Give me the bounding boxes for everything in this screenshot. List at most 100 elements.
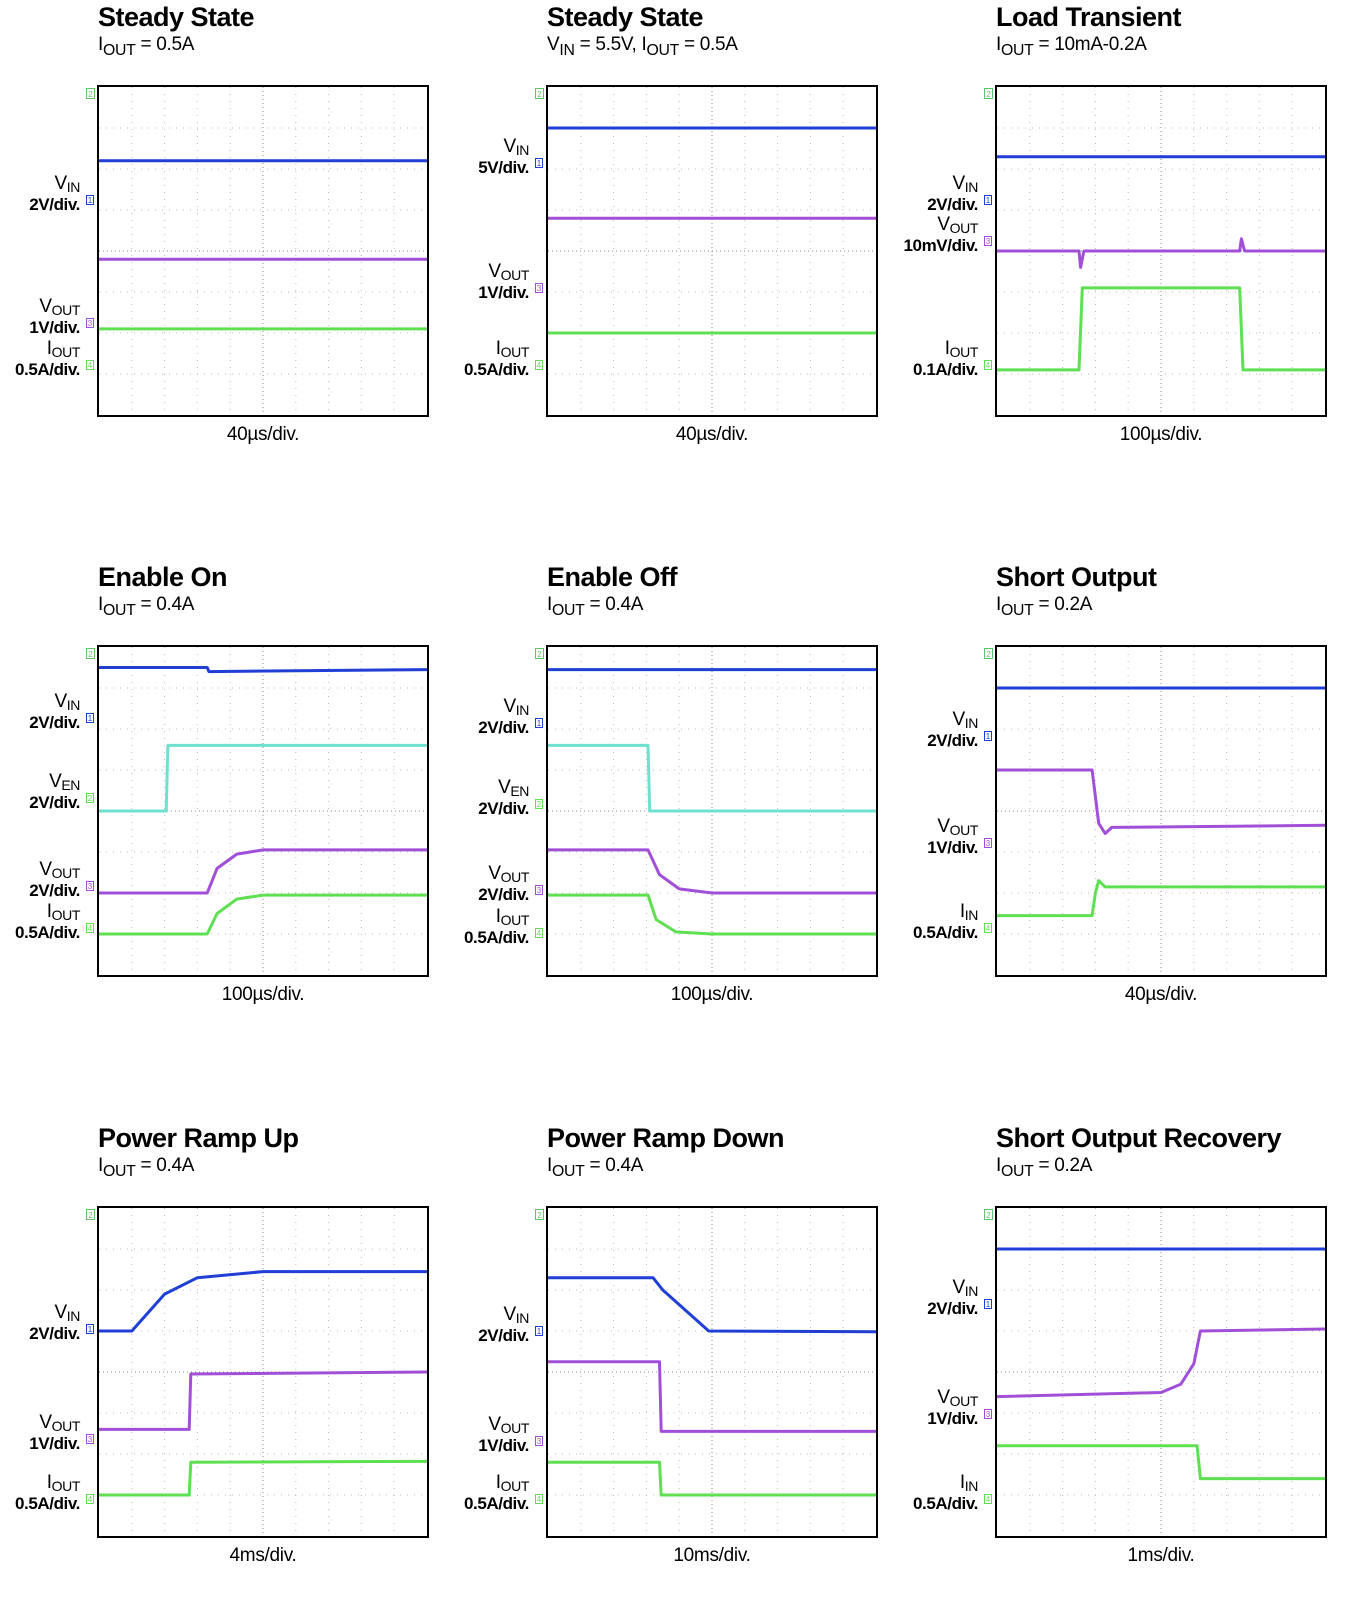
channel-marker: 1 — [984, 195, 992, 205]
panel-title: Short Output — [996, 562, 1157, 592]
scope-screen — [97, 85, 429, 417]
channel-2-marker: 2 — [86, 1209, 95, 1220]
panel-conditions: VIN = 5.5V, IOUT = 0.5A — [547, 34, 738, 59]
channel-label: VIN 2V/div. — [478, 1304, 529, 1345]
panel-title: Enable On — [98, 562, 228, 592]
trace-ven — [548, 743, 876, 813]
scope-screen — [97, 645, 429, 977]
trace-vin — [548, 1276, 876, 1334]
channel-marker: 1 — [535, 1326, 543, 1336]
channel-2-marker: 2 — [535, 88, 544, 99]
channel-marker: 1 — [86, 713, 94, 723]
panel-title: Power Ramp Down — [547, 1123, 785, 1153]
trace-vout — [548, 848, 876, 895]
panel-title: Steady State — [547, 2, 704, 32]
channel-label: IOUT 0.5A/div. — [14, 901, 80, 942]
trace-iout — [99, 1459, 427, 1497]
scope-plot — [997, 87, 1325, 415]
channel-label: IIN 0.5A/div. — [912, 901, 978, 942]
time-scale-label: 100µs/div. — [221, 984, 305, 1005]
channel-2-marker: 2 — [86, 648, 95, 659]
channel-label: VIN 2V/div. — [927, 1277, 978, 1318]
trace-ven — [99, 743, 427, 813]
channel-label: VOUT 1V/div. — [29, 1412, 80, 1453]
channel-marker: 3 — [535, 885, 543, 895]
time-scale-label: 100µs/div. — [1119, 424, 1203, 445]
time-scale-label: 10ms/div. — [673, 1545, 751, 1566]
scope-screen — [546, 85, 878, 417]
channel-marker: 2 — [535, 799, 543, 809]
channel-2-marker: 2 — [86, 88, 95, 99]
channel-label: IOUT 0.1A/div. — [912, 338, 978, 379]
channel-label: VIN 2V/div. — [927, 709, 978, 750]
channel-2-marker: 2 — [535, 648, 544, 659]
channel-marker: 1 — [535, 718, 543, 728]
channel-marker: 3 — [535, 1436, 543, 1446]
scope-plot — [548, 647, 876, 975]
time-scale-label: 1ms/div. — [1127, 1545, 1195, 1566]
channel-label: IOUT 0.5A/div. — [14, 1472, 80, 1513]
trace-vout — [997, 1327, 1325, 1399]
channel-marker: 4 — [984, 360, 992, 370]
trace-vout — [548, 1360, 876, 1433]
channel-label: IOUT 0.5A/div. — [463, 338, 529, 379]
channel-marker: 3 — [984, 236, 992, 246]
channel-marker: 4 — [984, 923, 992, 933]
scope-screen — [546, 1206, 878, 1538]
channel-label: VOUT 1V/div. — [927, 816, 978, 857]
channel-label: VIN 2V/div. — [29, 1302, 80, 1343]
channel-label: VOUT 1V/div. — [29, 296, 80, 337]
panel-conditions: IOUT = 0.5A — [98, 34, 195, 59]
scope-plot — [548, 87, 876, 415]
scope-plot — [99, 1208, 427, 1536]
channel-label: VOUT 10mV/div. — [903, 214, 978, 255]
channel-label: VOUT 2V/div. — [29, 859, 80, 900]
channel-label: IOUT 0.5A/div. — [463, 1472, 529, 1513]
channel-marker: 2 — [86, 793, 94, 803]
channel-marker: 3 — [984, 838, 992, 848]
scope-screen — [995, 85, 1327, 417]
panel-title: Short Output Recovery — [996, 1123, 1282, 1153]
trace-vout — [997, 768, 1325, 835]
channel-marker: 4 — [86, 360, 94, 370]
panel-conditions: IOUT = 0.4A — [547, 1155, 644, 1180]
trace-vout — [997, 237, 1325, 269]
channel-2-marker: 2 — [984, 648, 993, 659]
channel-marker: 1 — [984, 731, 992, 741]
trace-iout — [99, 893, 427, 936]
time-scale-label: 100µs/div. — [670, 984, 754, 1005]
channel-label: VIN 2V/div. — [29, 691, 80, 732]
channel-label: IIN 0.5A/div. — [912, 1472, 978, 1513]
channel-marker: 3 — [86, 881, 94, 891]
channel-label: VEN 2V/div. — [29, 771, 80, 812]
panel-conditions: IOUT = 0.4A — [547, 594, 644, 619]
trace-vout — [99, 1370, 427, 1431]
scope-screen — [546, 645, 878, 977]
channel-marker: 3 — [86, 1434, 94, 1444]
channel-label: VOUT 1V/div. — [478, 1414, 529, 1455]
channel-label: VIN 2V/div. — [29, 173, 80, 214]
channel-label: IOUT 0.5A/div. — [14, 338, 80, 379]
trace-iout — [997, 286, 1325, 372]
scope-screen — [97, 1206, 429, 1538]
scope-screen — [995, 1206, 1327, 1538]
channel-marker: 1 — [86, 1324, 94, 1334]
channel-marker: 1 — [535, 158, 543, 168]
trace-vout — [99, 848, 427, 895]
channel-label: VOUT 1V/div. — [927, 1387, 978, 1428]
time-scale-label: 4ms/div. — [229, 1545, 297, 1566]
channel-marker: 4 — [535, 1494, 543, 1504]
scope-plot — [997, 1208, 1325, 1536]
channel-marker: 3 — [86, 318, 94, 328]
channel-2-marker: 2 — [984, 88, 993, 99]
channel-label: VIN 5V/div. — [478, 136, 529, 177]
channel-label: VOUT 1V/div. — [478, 261, 529, 302]
channel-label: VIN 2V/div. — [478, 696, 529, 737]
